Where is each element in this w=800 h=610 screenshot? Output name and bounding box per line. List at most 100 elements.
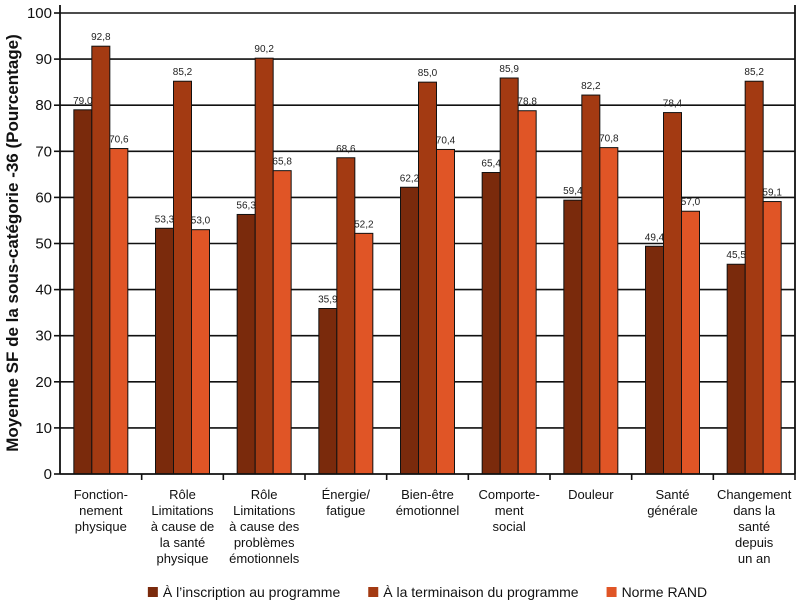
y-tick-label: 70	[35, 143, 52, 160]
category-label: Rôle	[169, 487, 196, 502]
category-label: physique	[75, 519, 127, 534]
y-tick-label: 100	[27, 5, 52, 22]
bar	[645, 245, 664, 475]
y-tick-label: 20	[35, 374, 52, 391]
category-label: Rôle	[251, 487, 278, 502]
data-label: 45,5	[726, 250, 746, 261]
y-tick-label: 0	[44, 466, 52, 483]
data-label: 79,0	[73, 96, 93, 107]
bar	[400, 186, 419, 475]
category-label: Comporte-	[478, 487, 539, 502]
data-label: 85,2	[173, 67, 193, 78]
bar	[499, 77, 519, 475]
bar	[254, 57, 274, 475]
bar	[173, 80, 192, 475]
bar	[581, 94, 601, 475]
data-label: 85,0	[418, 68, 438, 79]
legend-swatch	[147, 587, 158, 597]
data-label: 59,4	[563, 186, 583, 197]
data-label: 92,8	[91, 32, 111, 43]
y-tick-label: 10	[35, 420, 52, 437]
category-label: Bien-être	[401, 487, 454, 502]
data-labels: 79,0 92,8 70,6 53,3 85,2 53,0 56,3 90,2 65,8 35,9…	[73, 32, 782, 305]
y-tick-label: 30	[35, 328, 52, 345]
bar	[481, 172, 501, 475]
category-label: à cause de	[151, 519, 215, 534]
y-tick-label: 40	[35, 282, 52, 299]
axes	[59, 5, 796, 480]
data-label: 35,9	[318, 295, 338, 306]
bar	[109, 148, 129, 475]
data-label: 52,2	[354, 219, 374, 230]
data-label: 70,4	[436, 135, 456, 146]
data-label: 62,2	[400, 173, 420, 184]
x-axis-categories: Fonction-nementphysiqueRôleLimitationsà …	[74, 487, 792, 566]
category-label: fatigue	[326, 503, 365, 518]
category-label: Changement	[717, 487, 792, 502]
category-label: Limitations	[151, 503, 214, 518]
bar	[336, 157, 356, 475]
bar	[272, 170, 292, 475]
data-label: 70,6	[109, 135, 129, 146]
bar	[318, 308, 338, 475]
category-label: émotionnel	[396, 503, 460, 518]
bar	[73, 109, 93, 475]
bar	[436, 148, 455, 475]
y-tick-label: 60	[35, 189, 52, 206]
category-label: Fonction-	[74, 487, 128, 502]
data-label: 49,4	[645, 232, 665, 243]
data-label: 65,8	[272, 157, 292, 168]
category-label: Énergie/	[322, 487, 371, 502]
category-label: depuis	[735, 535, 774, 550]
category-label: à cause des	[229, 519, 300, 534]
bar	[354, 232, 374, 475]
category-label: social	[493, 519, 526, 534]
bar	[563, 199, 583, 475]
category-label: émotionnels	[229, 551, 300, 566]
y-axis-label: Moyenne SF de la sous-catégorie -36 (Pou…	[3, 34, 22, 452]
bar	[663, 112, 682, 475]
y-axis-ticks: 0 10 20 30 40 50 60 70 80 90 100	[27, 5, 60, 483]
y-tick-label: 50	[35, 236, 52, 253]
data-label: 57,0	[681, 197, 701, 208]
data-label: 65,4	[481, 159, 501, 170]
category-label: physique	[156, 551, 208, 566]
category-label: un an	[738, 551, 771, 566]
bar	[91, 45, 111, 475]
legend-label: À l’inscription au programme	[163, 584, 341, 600]
legend-swatch	[368, 587, 379, 597]
legend-label: Norme RAND	[622, 584, 708, 600]
legend-swatch	[606, 587, 617, 597]
legend-label: À la terminaison du programme	[383, 584, 579, 600]
bar	[762, 201, 782, 475]
bar	[744, 80, 764, 475]
bar	[418, 81, 437, 475]
category-label: nement	[79, 503, 123, 518]
bar	[681, 210, 700, 475]
data-label: 70,8	[599, 134, 619, 145]
data-label: 78,4	[663, 99, 683, 110]
category-label: Limitations	[233, 503, 296, 518]
category-label: problèmes	[234, 535, 295, 550]
y-tick-label: 80	[35, 97, 52, 114]
bars	[73, 45, 782, 475]
data-label: 90,2	[254, 44, 274, 55]
data-label: 78,8	[517, 97, 537, 108]
category-label: ment	[495, 503, 524, 518]
bar	[236, 213, 256, 475]
data-label: 53,3	[155, 214, 175, 225]
category-label: dans la	[733, 503, 776, 518]
data-label: 59,1	[762, 188, 782, 199]
category-label: Santé	[656, 487, 690, 502]
data-label: 82,2	[581, 81, 601, 92]
category-label: santé	[738, 519, 770, 534]
bar	[155, 227, 174, 475]
y-tick-label: 90	[35, 51, 52, 68]
bar	[726, 263, 746, 475]
data-label: 85,2	[744, 67, 764, 78]
legend: À l’inscription au programme À la termina…	[147, 584, 708, 600]
bar	[191, 229, 210, 475]
category-label: la santé	[160, 535, 206, 550]
bar	[599, 147, 619, 475]
